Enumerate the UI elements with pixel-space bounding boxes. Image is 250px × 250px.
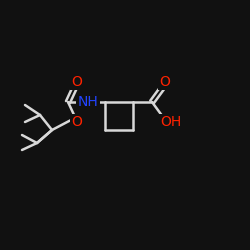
Text: NH: NH [78, 95, 98, 109]
Text: O: O [72, 115, 83, 129]
Text: O: O [72, 75, 83, 89]
Text: O: O [160, 75, 170, 89]
Text: OH: OH [160, 115, 182, 129]
